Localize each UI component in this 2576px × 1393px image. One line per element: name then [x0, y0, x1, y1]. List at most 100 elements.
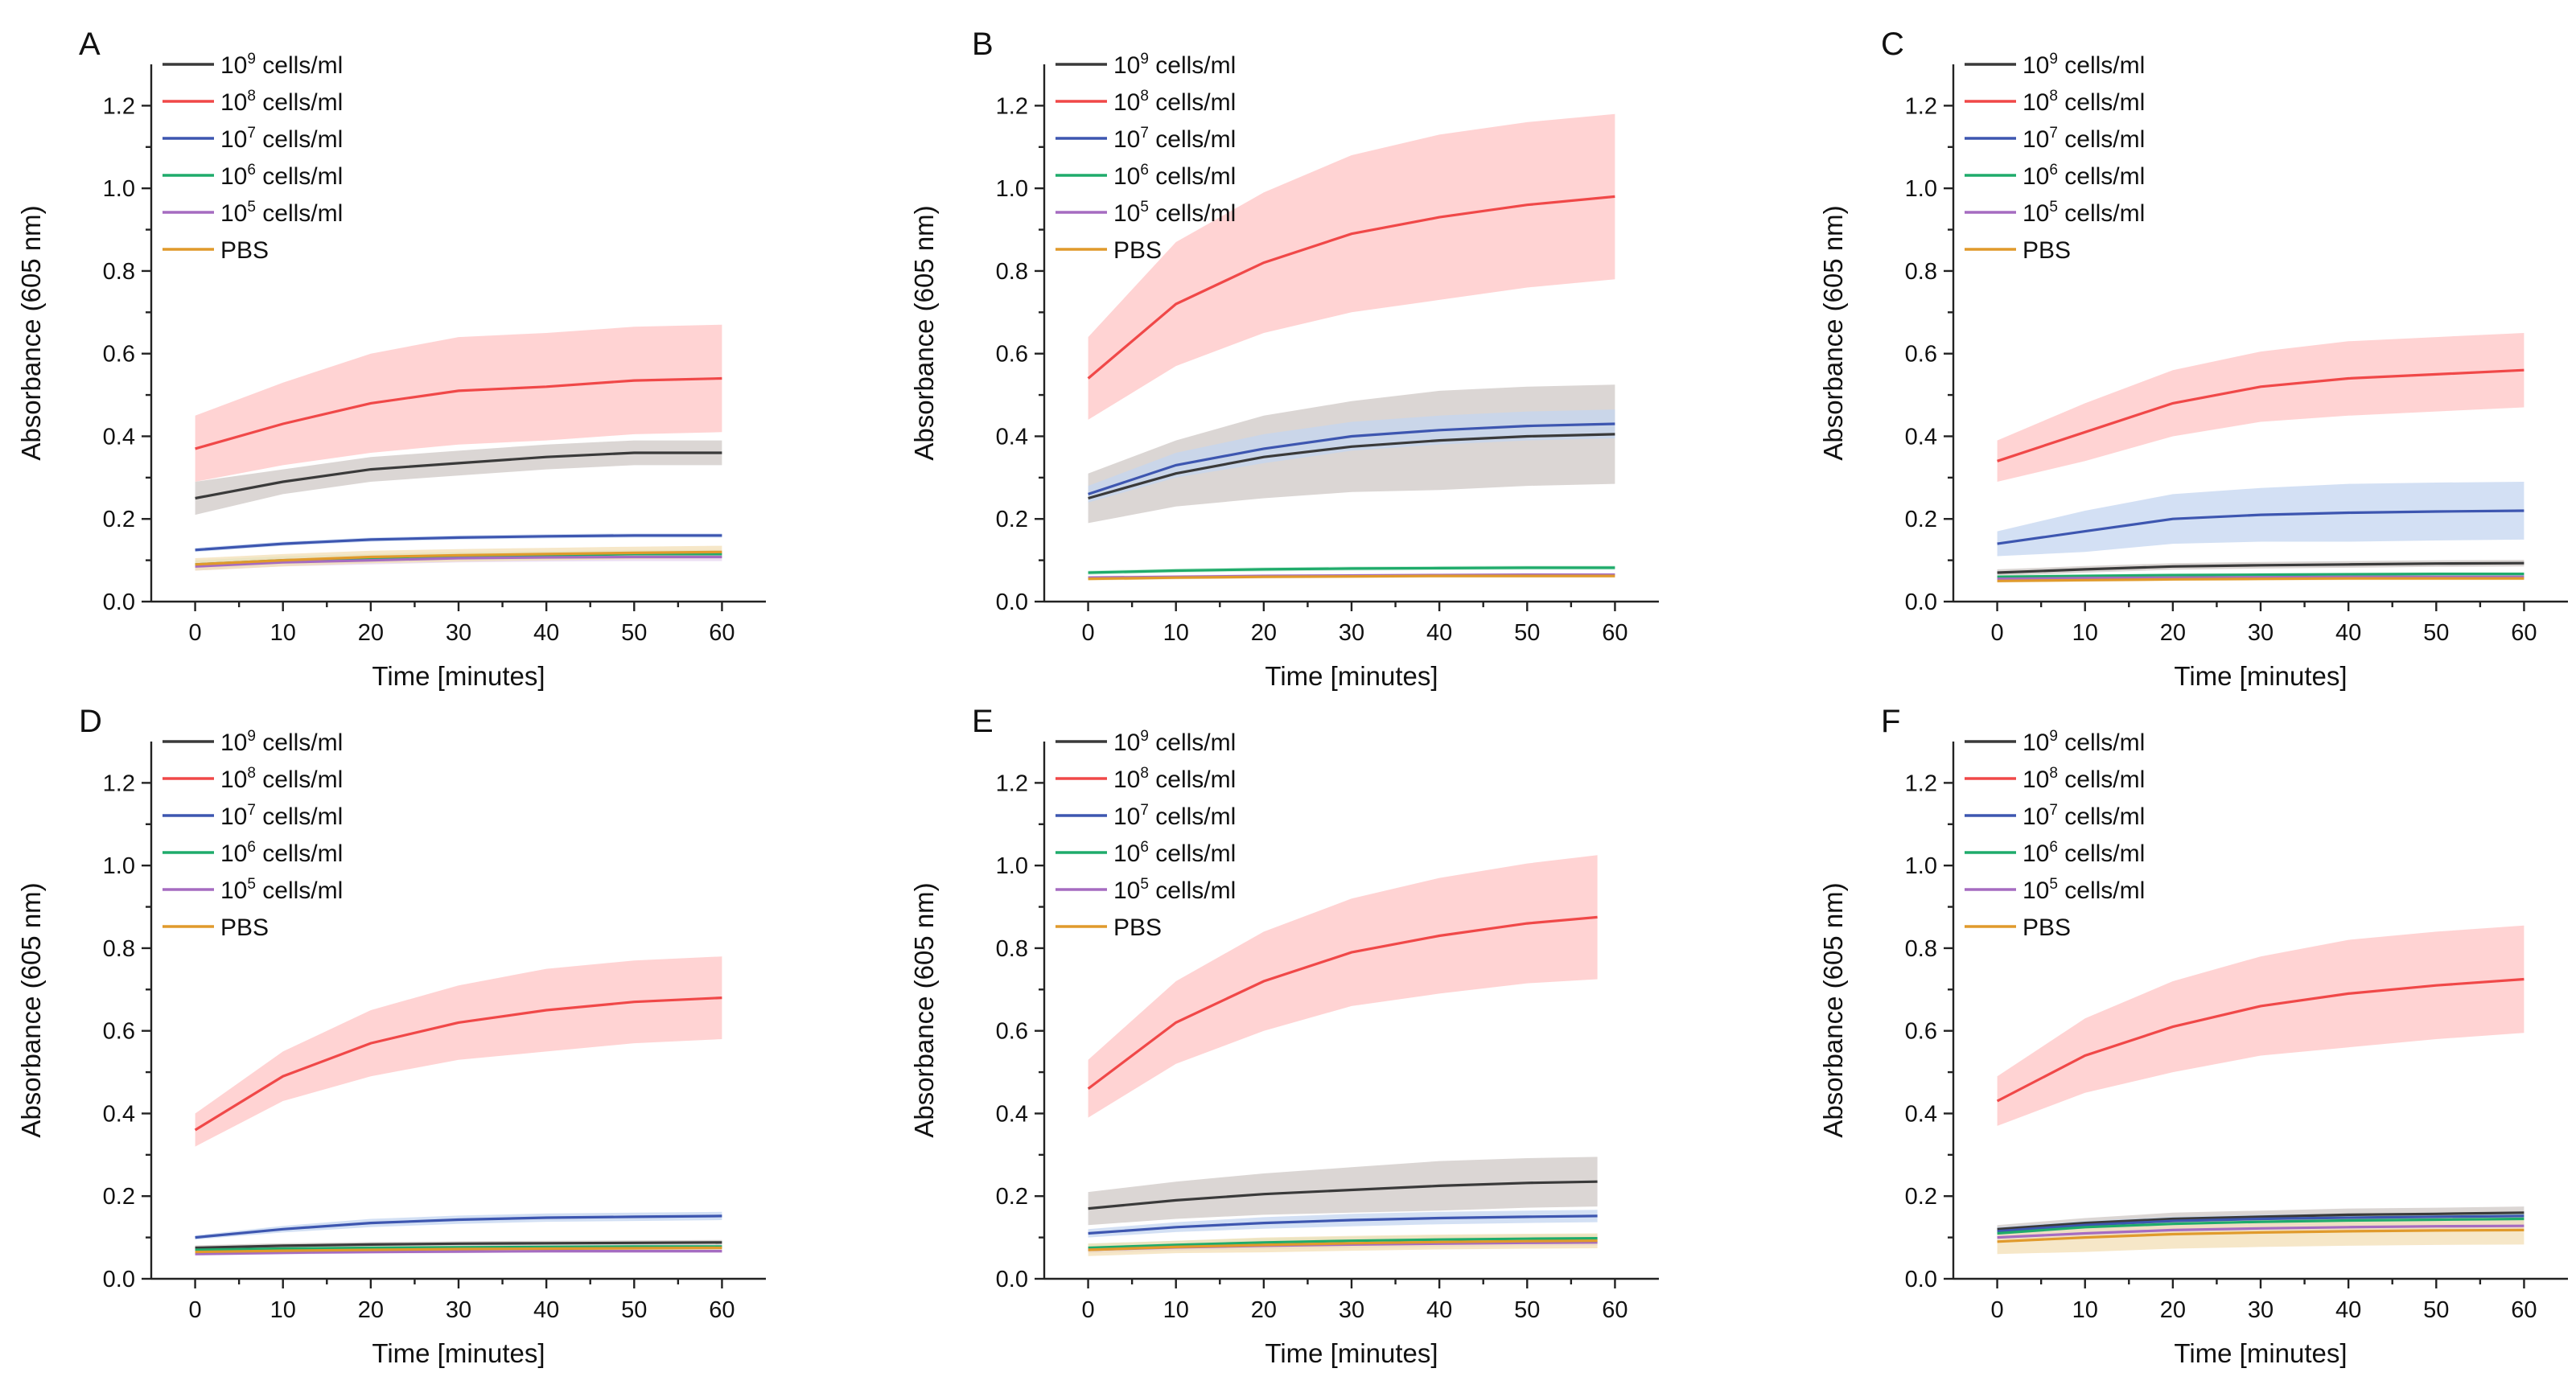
plot-area: [1087, 113, 1615, 581]
y-tick-label: 0.0: [103, 1267, 135, 1292]
series-line-1: [1997, 368, 2525, 462]
y-tick-label: 1.0: [996, 853, 1028, 879]
legend-suffix: cells/ml: [256, 840, 343, 867]
legend-suffix: cells/ml: [2058, 840, 2145, 867]
series-line-1: [194, 996, 722, 1132]
legend-suffix: cells/ml: [1149, 877, 1236, 904]
legend-prefix: 10: [2023, 89, 2049, 116]
legend-suffix: cells/ml: [256, 766, 343, 793]
chart-panel-c: 0 10 20 30 40 50 60 0.0 0.2 0.4 0.6 0.8 1.0 1.2 Time […: [1818, 27, 2568, 691]
panel-label: D: [79, 704, 102, 739]
x-tick-label: 30: [1339, 1297, 1364, 1323]
x-tick-label: 10: [2072, 620, 2098, 646]
series-line-5: [1088, 1239, 1598, 1251]
legend-entry-0: 109 cells/ml: [1113, 728, 1236, 756]
y-tick-label: 0.0: [1905, 1267, 1937, 1292]
x-tick-label: 10: [270, 620, 296, 646]
y-tick-label: 1.2: [103, 93, 135, 119]
legend-entry-1: 108 cells/ml: [220, 765, 343, 793]
x-tick-label: 50: [1514, 1297, 1540, 1323]
series-line-2: [1088, 1214, 1598, 1235]
legend-exponent: 9: [2049, 728, 2058, 745]
y-tick-label: 0.4: [1905, 1101, 1937, 1127]
y-tick-label: 0.2: [996, 507, 1028, 532]
error-band-series-1: [195, 956, 722, 1147]
legend-exponent: 7: [2049, 125, 2058, 142]
x-tick-label: 20: [358, 1297, 384, 1323]
x-tick-label: 0: [189, 620, 202, 646]
chart-panel-f: 0 10 20 30 40 50 60 0.0 0.2 0.4 0.6 0.8 1.0 1.2 Time […: [1818, 704, 2568, 1368]
legend-entry-5: PBS: [220, 237, 269, 264]
legend-entry-2: 107 cells/ml: [1113, 125, 1236, 153]
legend-suffix: cells/ml: [1149, 126, 1236, 153]
legend-entry-4: 105 cells/ml: [2023, 876, 2145, 904]
y-tick-label: 0.6: [103, 342, 135, 368]
legend-entry-5: PBS: [1113, 237, 1162, 264]
legend-prefix: 10: [2023, 803, 2049, 830]
panel-label: C: [1881, 27, 1904, 62]
panel-label: F: [1881, 704, 1900, 739]
legend-exponent: 8: [247, 88, 256, 105]
x-axis-title: Time [minutes]: [1265, 1338, 1438, 1368]
legend-suffix: cells/ml: [2058, 766, 2145, 793]
legend-exponent: 8: [1140, 765, 1149, 782]
x-tick-label: 50: [2423, 620, 2449, 646]
chart-panel-b: 0 10 20 30 40 50 60 0.0 0.2 0.4 0.6 0.8 1.0 1.2 Time […: [909, 27, 1659, 691]
legend-entry-2: 107 cells/ml: [2023, 802, 2145, 830]
legend-entry-4: 105 cells/ml: [1113, 199, 1236, 227]
series-line-3: [1088, 1237, 1598, 1250]
y-axis-title: Absorbance (605 nm): [1818, 882, 1848, 1137]
series-line-1: [1087, 915, 1598, 1090]
x-tick-label: 30: [446, 1297, 471, 1323]
x-axis-title: Time [minutes]: [2174, 1338, 2347, 1368]
legend-entry-1: 108 cells/ml: [2023, 765, 2145, 793]
legend-exponent: 6: [1140, 839, 1149, 856]
x-axis-title: Time [minutes]: [1265, 661, 1438, 691]
y-tick-label: 0.4: [103, 1101, 135, 1127]
x-tick-label: 60: [709, 620, 735, 646]
error-band-series-1: [1997, 333, 2525, 482]
x-tick-label: 40: [1426, 620, 1452, 646]
plot-area: [1997, 333, 2525, 583]
series-line-0: [195, 1241, 722, 1250]
legend-prefix: 10: [1113, 89, 1140, 116]
series-line-3: [1997, 572, 2525, 578]
x-tick-label: 20: [358, 620, 384, 646]
series-line-4: [195, 555, 722, 568]
y-tick-label: 0.0: [103, 590, 135, 615]
legend-entry-3: 106 cells/ml: [1113, 162, 1236, 190]
legend-suffix: cells/ml: [1149, 89, 1236, 116]
legend-exponent: 5: [247, 876, 256, 893]
legend-exponent: 8: [247, 765, 256, 782]
x-tick-label: 50: [2423, 1297, 2449, 1323]
legend-entry-1: 108 cells/ml: [220, 88, 343, 116]
legend-prefix: 10: [2023, 840, 2049, 867]
y-tick-label: 0.6: [103, 1019, 135, 1045]
panel-label: B: [972, 27, 994, 62]
series-line-0: [1997, 1211, 2525, 1231]
plot-area: [1996, 925, 2525, 1255]
legend-exponent: 9: [247, 728, 256, 745]
legend-prefix: 10: [220, 89, 247, 116]
legend-prefix: PBS: [2023, 914, 2071, 941]
legend-prefix: PBS: [1113, 914, 1162, 941]
legend-exponent: 5: [2049, 199, 2058, 216]
legend-entry-0: 109 cells/ml: [220, 728, 343, 756]
legend-suffix: cells/ml: [2058, 163, 2145, 190]
legend-exponent: 9: [1140, 51, 1149, 68]
x-tick-label: 0: [1082, 620, 1095, 646]
y-tick-label: 0.0: [996, 590, 1028, 615]
y-tick-label: 0.4: [996, 424, 1028, 450]
legend-entry-0: 109 cells/ml: [2023, 728, 2145, 756]
error-band-series-1: [1088, 113, 1615, 420]
chart-panel-a: 0 10 20 30 40 50 60 0.0 0.2 0.4 0.6 0.8 1.0 1.2 Time […: [16, 27, 766, 691]
legend-entry-5: PBS: [220, 914, 269, 941]
x-tick-label: 30: [2248, 620, 2274, 646]
legend-exponent: 6: [247, 162, 256, 179]
chart-panel-e: 0 10 20 30 40 50 60 0.0 0.2 0.4 0.6 0.8 1.0 1.2 Time […: [909, 704, 1659, 1368]
y-axis-title: Absorbance (605 nm): [1818, 205, 1848, 460]
legend-prefix: 10: [1113, 200, 1140, 227]
legend-suffix: cells/ml: [256, 52, 343, 79]
legend-suffix: cells/ml: [1149, 803, 1236, 830]
